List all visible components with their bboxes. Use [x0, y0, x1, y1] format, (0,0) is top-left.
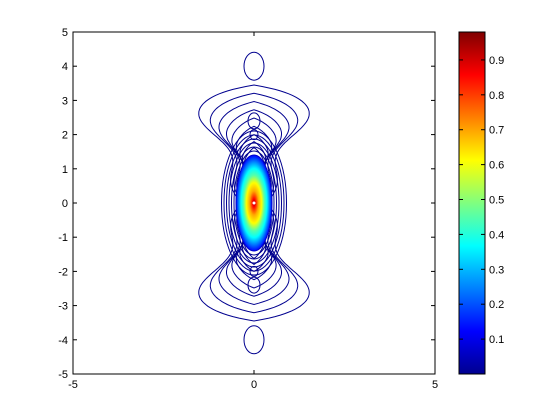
- contour-lobe: [249, 265, 259, 277]
- x-tick-label: -5: [68, 379, 78, 391]
- colorbar-tick-label: 0.4: [489, 229, 504, 241]
- y-tick-label: -3: [58, 301, 68, 313]
- y-tick-label: 4: [62, 61, 68, 73]
- y-tick-label: 1: [62, 164, 68, 176]
- y-tick-label: 0: [62, 198, 68, 210]
- colorbar-tick-label: 0.7: [489, 125, 504, 137]
- colorbar-tick-label: 0.2: [489, 299, 504, 311]
- contour-ring: [226, 138, 282, 268]
- contour-ring: [233, 150, 275, 256]
- contour-lobe: [243, 325, 265, 355]
- y-tick-label: 5: [62, 27, 68, 39]
- contour-ring: [221, 130, 287, 276]
- contour-lobe: [243, 51, 265, 81]
- colorbar-tick-label: 0.8: [489, 90, 504, 102]
- y-tick-label: -4: [58, 335, 68, 347]
- contour-ring: [223, 134, 285, 272]
- colorbar-tick-label: 0.5: [489, 195, 504, 207]
- x-tick-label: 0: [251, 379, 257, 391]
- colorbar: [458, 31, 486, 375]
- y-tick-label: 2: [62, 130, 68, 142]
- colorbar-tick-label: 0.3: [489, 264, 504, 276]
- contour-lobe: [249, 129, 259, 141]
- y-tick-label: -5: [58, 369, 68, 381]
- peak-marker: [252, 201, 256, 205]
- axis-ticks: -5 0 5 5 4 3 2 1 0 -1 -2 -3 -4 -5: [58, 27, 438, 391]
- colorbar-tick-label: 0.6: [489, 160, 504, 172]
- colorbar-tick-label: 0.1: [489, 334, 504, 346]
- y-tick-label: 3: [62, 95, 68, 107]
- contour-ring: [231, 146, 277, 260]
- colorbar-tick-label: 0.9: [489, 55, 504, 67]
- y-tick-label: -2: [58, 266, 68, 278]
- contour-lobe: [247, 112, 261, 130]
- contour-lobe: [247, 276, 261, 294]
- x-tick-label: 5: [432, 379, 438, 391]
- y-tick-label: -1: [58, 232, 68, 244]
- contour-ring: [228, 142, 280, 264]
- colorbar-ticks: 0.9 0.8 0.7 0.6 0.5 0.4 0.3 0.2 0.1: [459, 55, 504, 346]
